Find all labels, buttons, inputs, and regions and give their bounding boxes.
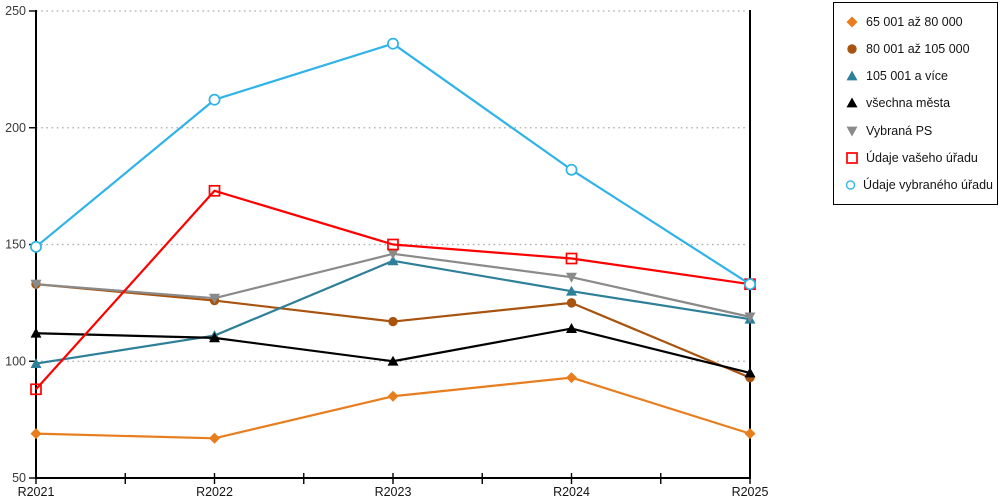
series-line (35, 189, 751, 391)
series-line (35, 259, 751, 365)
legend-marker-icon (846, 97, 858, 108)
data-point-marker (846, 16, 858, 28)
legend-item: 65 001 až 80 000 (845, 15, 993, 29)
data-point-marker (566, 298, 577, 308)
data-point-marker (565, 163, 578, 176)
series-3 (30, 255, 756, 368)
data-point-marker (846, 152, 858, 164)
data-point-marker (209, 332, 220, 343)
data-point-marker (387, 355, 399, 366)
y-tick-label: 250 (5, 4, 26, 18)
data-point-marker (387, 255, 399, 266)
chart-legend: 65 001 až 80 000 80 001 až 105 000 105 0… (833, 2, 998, 205)
legend-marker-icon (847, 44, 857, 54)
data-point-marker (744, 367, 756, 378)
data-point-marker (30, 279, 42, 290)
x-tick-label: R2023 (375, 485, 412, 499)
data-point-marker (846, 70, 858, 81)
data-point-marker (208, 93, 221, 106)
data-point-marker (388, 316, 398, 327)
data-point-marker (846, 97, 858, 108)
legend-item: Vybraná PS (845, 124, 993, 138)
data-point-marker (847, 44, 857, 54)
legend-item-label: Údaje vašeho úřadu (866, 151, 978, 166)
data-point-marker (387, 390, 399, 402)
legend-item-label: Údaje vybraného úřadu (863, 178, 993, 193)
y-tick-label: 150 (5, 238, 26, 252)
legend-item-label: Vybraná PS (866, 123, 933, 138)
data-point-marker (565, 252, 578, 265)
data-point-marker (30, 327, 42, 338)
legend-item-label: 105 001 a více (866, 69, 949, 84)
data-point-marker (744, 312, 756, 323)
x-tick-label: R2024 (553, 485, 590, 499)
legend-item: 105 001 a více (845, 69, 993, 83)
legend-marker-icon (846, 152, 858, 164)
data-point-marker (845, 180, 856, 191)
data-point-marker (566, 285, 577, 296)
y-tick-label: 100 (5, 354, 26, 368)
data-point-marker (846, 126, 858, 137)
data-point-marker (30, 428, 42, 440)
y-tick-label: 50 (12, 471, 26, 485)
series-5 (30, 249, 756, 323)
series-4 (30, 323, 756, 378)
data-point-marker (209, 432, 220, 444)
data-point-marker (30, 358, 42, 368)
series-line (35, 327, 751, 374)
data-point-marker (30, 383, 42, 396)
data-point-marker (387, 249, 399, 260)
legend-item-label: 80 001 až 105 000 (866, 41, 970, 56)
series-1 (30, 372, 756, 444)
legend-marker-icon (846, 70, 858, 81)
x-tick-label: R2021 (18, 485, 55, 499)
x-tick-label: R2022 (196, 485, 233, 499)
series-line (35, 42, 751, 286)
data-point-marker (208, 184, 221, 197)
y-tick-label: 200 (5, 121, 26, 135)
data-point-marker (566, 372, 577, 384)
legend-marker-icon (845, 180, 856, 191)
legend-item: 80 001 až 105 000 (845, 42, 993, 56)
legend-item-label: 65 001 až 80 000 (866, 14, 963, 29)
series-7 (30, 37, 756, 291)
legend-item: všechna města (845, 96, 993, 110)
legend-marker-icon (846, 16, 858, 28)
data-point-marker (30, 240, 42, 253)
data-point-marker (744, 428, 756, 440)
legend-item: Údaje vybraného úřadu (845, 178, 993, 192)
legend-item-label: všechna města (866, 96, 951, 111)
data-point-marker (744, 278, 756, 291)
x-tick-label: R2025 (732, 485, 769, 499)
series-line (35, 376, 751, 440)
data-point-marker (387, 238, 399, 251)
legend-marker-icon (846, 126, 858, 137)
data-point-marker (566, 323, 577, 333)
legend-item: Údaje vašeho úřadu (845, 151, 993, 165)
data-point-marker (387, 37, 399, 50)
data-point-marker (209, 293, 220, 304)
data-point-marker (566, 272, 577, 283)
